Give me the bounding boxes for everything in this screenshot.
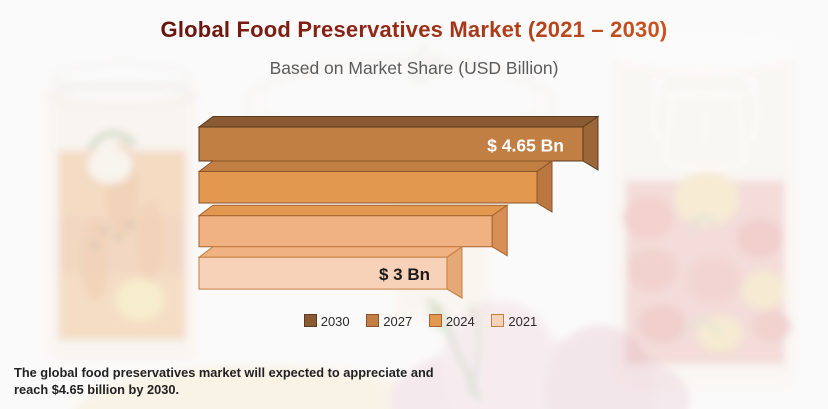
svg-text:$ 3 Bn: $ 3 Bn	[379, 265, 430, 284]
svg-text:$ 4.65 Bn: $ 4.65 Bn	[487, 136, 564, 156]
